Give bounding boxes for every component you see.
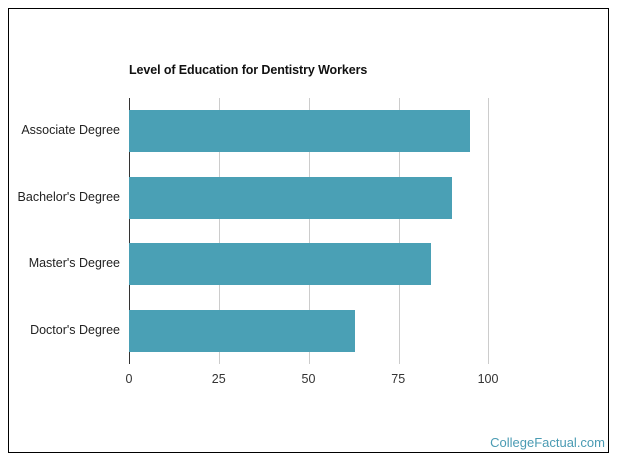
bar[interactable]: [129, 110, 471, 152]
x-tick-label: 100: [477, 372, 499, 386]
watermark-link[interactable]: CollegeFactual.com: [490, 435, 605, 450]
x-tick-label: 25: [211, 372, 226, 386]
category-label: Associate Degree: [21, 123, 120, 137]
bar[interactable]: [129, 310, 356, 352]
category-label: Master's Degree: [28, 256, 120, 270]
bar[interactable]: [129, 176, 453, 219]
x-tick-label: 50: [301, 372, 316, 386]
gridline-25: [219, 98, 220, 364]
x-tick-label: 75: [391, 372, 406, 386]
chart-frame: [8, 8, 609, 453]
y-axis-line: [129, 98, 130, 364]
x-tick-label: 0: [125, 372, 133, 386]
bar[interactable]: [129, 243, 431, 285]
gridline-50: [309, 98, 310, 364]
chart-title: Level of Education for Dentistry Workers: [129, 63, 368, 77]
gridline-75: [399, 98, 400, 364]
plot-area: [129, 98, 489, 364]
category-label: Doctor's Degree: [30, 323, 120, 337]
gridline-100: [488, 98, 489, 364]
category-label: Bachelor's Degree: [17, 189, 120, 204]
